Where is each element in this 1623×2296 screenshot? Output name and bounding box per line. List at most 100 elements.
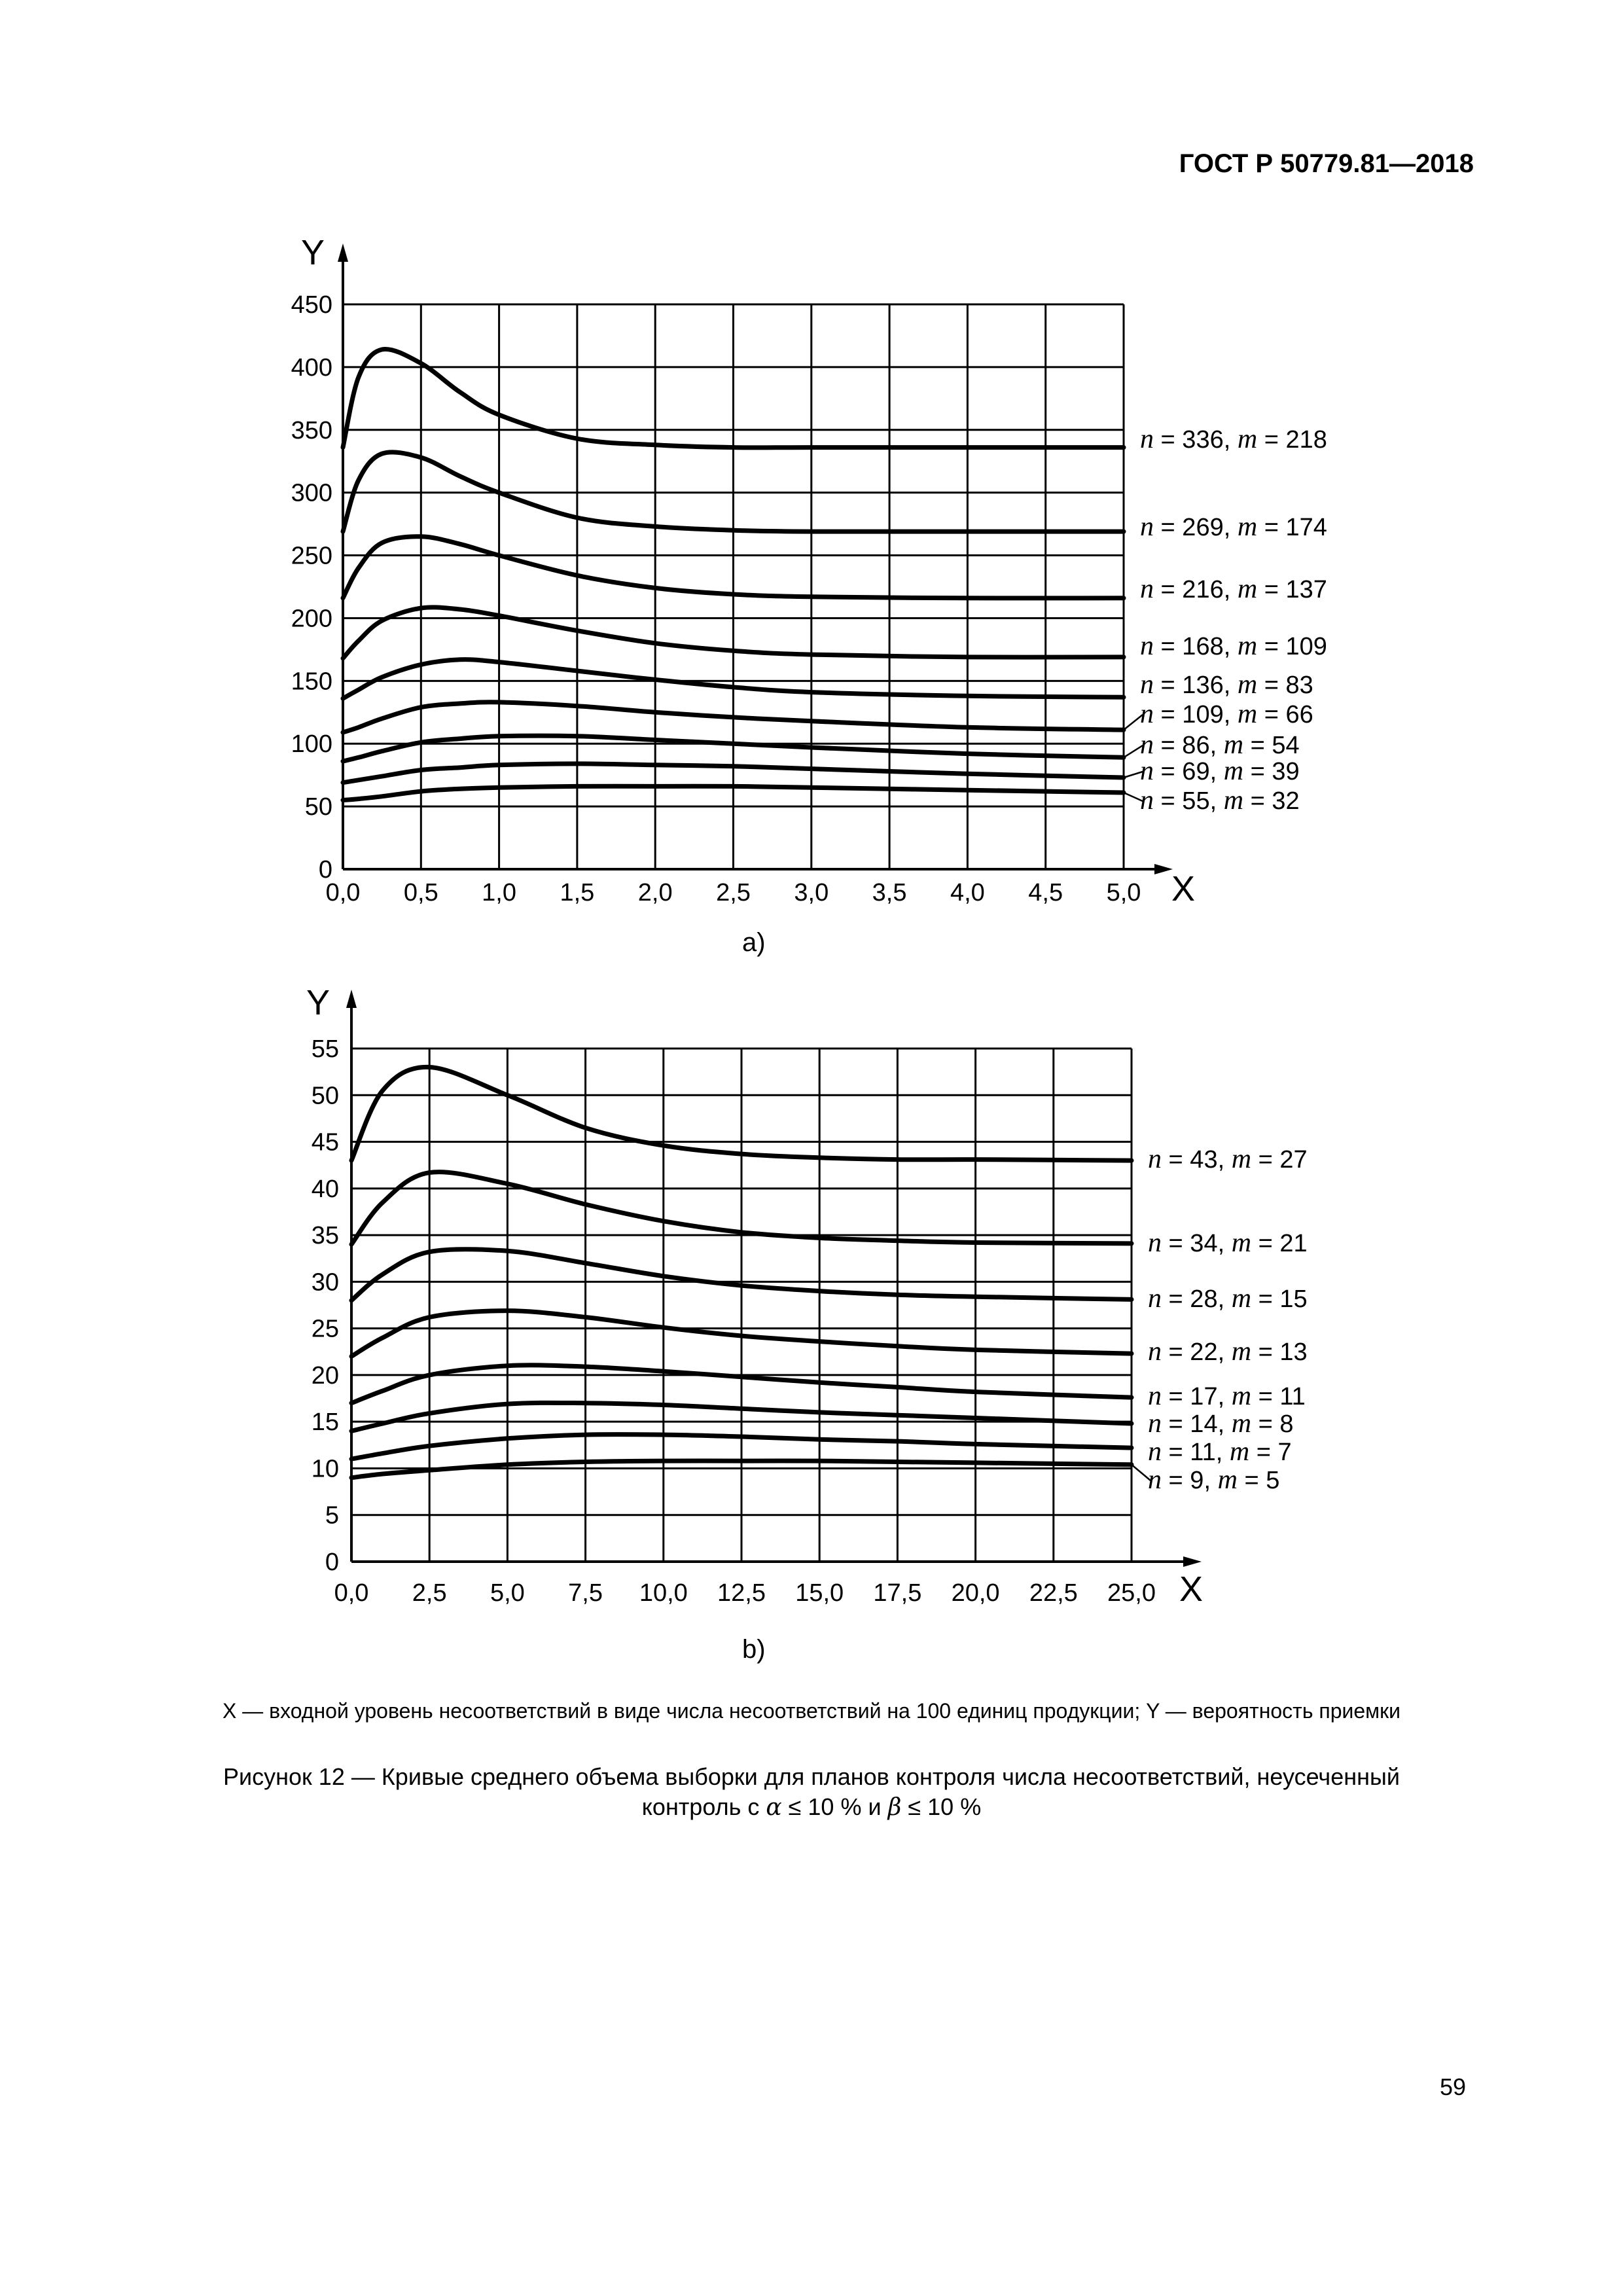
series-curve — [349, 1432, 1134, 1462]
x-tick-label: 0,5 — [404, 879, 438, 906]
y-tick-label: 50 — [305, 793, 332, 821]
chart-b: 0,0 2,5 5,0 7,5 10,0 12,5 15,0 17,5 20,0 22,5 25,0… — [306, 983, 1308, 1609]
label-leader-line — [1123, 791, 1143, 802]
y-tick-label: 450 — [291, 291, 332, 319]
series-curve — [349, 1064, 1134, 1163]
y-axis-label: Y — [301, 233, 325, 272]
x-tick-label: 3,0 — [794, 879, 829, 906]
panel-label-a: a) — [742, 928, 766, 957]
series-curve — [340, 700, 1126, 735]
y-tick-label: 350 — [291, 417, 332, 444]
series-label: n = 9, m = 5 — [1148, 1465, 1279, 1495]
y-tick-label: 25 — [312, 1316, 339, 1343]
y-tick-label: 250 — [291, 543, 332, 570]
series-curve — [340, 783, 1126, 802]
x-axis-arrow-icon — [1154, 864, 1173, 874]
series-label: n = 11, m = 7 — [1148, 1437, 1292, 1467]
y-tick-label: 55 — [312, 1035, 339, 1063]
y-tick-label: 150 — [291, 668, 332, 695]
x-tick-label: 4,0 — [950, 879, 985, 906]
x-tick-label: 12,5 — [717, 1579, 766, 1607]
y-tick-label: 40 — [312, 1175, 339, 1203]
alpha-symbol: α — [766, 1794, 782, 1821]
x-tick-label: 0,0 — [326, 879, 361, 906]
y-tick-label: 20 — [312, 1362, 339, 1390]
series-curve — [349, 1400, 1134, 1433]
y-tick-label: 10 — [312, 1455, 339, 1482]
series-label: n = 17, m = 11 — [1148, 1381, 1306, 1411]
label-leader-line — [1123, 770, 1143, 779]
series-curve — [349, 1363, 1134, 1406]
x-tick-label: 1,0 — [482, 879, 516, 906]
title-mid: ≤ 10 % и — [781, 1793, 888, 1820]
label-leader-line — [1123, 714, 1143, 731]
series-label: n = 269, m = 174 — [1140, 512, 1327, 542]
series-label: n = 22, m = 13 — [1148, 1336, 1308, 1367]
series-curve — [349, 1247, 1134, 1303]
x-tick-label: 3,5 — [872, 879, 907, 906]
x-tick-label: 7,5 — [568, 1579, 603, 1607]
y-axis-arrow-icon — [338, 243, 348, 262]
series-curve — [340, 761, 1126, 785]
y-axis-label: Y — [306, 983, 330, 1022]
x-tick-label: 10,0 — [639, 1579, 688, 1607]
series-curve — [340, 605, 1126, 661]
y-tick-label: 100 — [291, 730, 332, 758]
x-tick-label: 20,0 — [952, 1579, 1000, 1607]
y-tick-label: 15 — [312, 1408, 339, 1436]
chart-a: 0,0 0,5 1,0 1,5 2,0 2,5 3,0 3,5 4,0 4,5 5,0 0 50 100 1… — [291, 233, 1327, 908]
y-axis-arrow-icon — [346, 990, 357, 1008]
y-tick-label: 400 — [291, 354, 332, 382]
title-prefix: контроль с — [641, 1793, 766, 1820]
x-tick-label: 2,0 — [638, 879, 673, 906]
x-tick-label: 0,0 — [334, 1579, 369, 1607]
x-tick-label: 15,0 — [795, 1579, 844, 1607]
document-header: ГОСТ Р 50779.81—2018 — [1179, 149, 1474, 178]
x-tick-label: 2,5 — [412, 1579, 447, 1607]
series-curve — [340, 450, 1126, 534]
x-tick-label: 5,0 — [490, 1579, 525, 1607]
y-tick-label: 5 — [325, 1502, 339, 1530]
y-tick-label: 45 — [312, 1129, 339, 1157]
series-label: n = 86, m = 54 — [1140, 730, 1300, 760]
series-curve — [349, 1308, 1134, 1359]
y-tick-label: 30 — [312, 1268, 339, 1296]
series-curve — [349, 1458, 1134, 1480]
label-leader-line — [1131, 1463, 1151, 1481]
x-tick-label: 1,5 — [560, 879, 594, 906]
series-label: n = 336, m = 218 — [1140, 424, 1327, 454]
title-suffix: ≤ 10 % — [901, 1793, 982, 1820]
x-tick-label: 22,5 — [1029, 1579, 1078, 1607]
series-label: n = 14, m = 8 — [1148, 1408, 1294, 1439]
series-label: n = 69, m = 39 — [1140, 756, 1300, 786]
page-number: 59 — [1440, 2073, 1467, 2100]
panel-label-b: b) — [742, 1635, 766, 1664]
series-curve — [340, 657, 1126, 701]
series-label: n = 109, m = 66 — [1140, 699, 1313, 729]
x-tick-label: 5,0 — [1107, 879, 1141, 906]
series-label: n = 43, m = 27 — [1148, 1144, 1308, 1174]
series-label: n = 216, m = 137 — [1140, 574, 1327, 604]
series-label: n = 136, m = 83 — [1140, 670, 1313, 700]
series-curve — [340, 733, 1126, 764]
beta-symbol: β — [887, 1794, 902, 1821]
series-curve — [349, 1170, 1134, 1247]
label-leader-line — [1123, 744, 1143, 759]
x-tick-label: 4,5 — [1028, 879, 1063, 906]
y-tick-label: 35 — [312, 1222, 339, 1249]
x-axis-arrow-icon — [1183, 1556, 1202, 1567]
axis-legend-caption: X — входной уровень несоответствий в вид… — [222, 1699, 1401, 1723]
x-tick-label: 17,5 — [873, 1579, 921, 1607]
series-curve — [340, 534, 1126, 601]
x-axis-label: X — [1171, 869, 1195, 908]
y-tick-label: 0 — [319, 856, 332, 884]
y-tick-label: 50 — [312, 1082, 339, 1109]
y-tick-label: 300 — [291, 480, 332, 507]
series-label: n = 34, m = 21 — [1148, 1228, 1308, 1258]
figure-title-line2: контроль с α ≤ 10 % и β ≤ 10 % — [183, 1792, 1440, 1823]
y-tick-label: 200 — [291, 605, 332, 632]
figure-title: Рисунок 12 — Кривые среднего объема выбо… — [183, 1762, 1440, 1823]
series-label: n = 55, m = 32 — [1140, 785, 1300, 816]
series-curve — [340, 346, 1126, 450]
